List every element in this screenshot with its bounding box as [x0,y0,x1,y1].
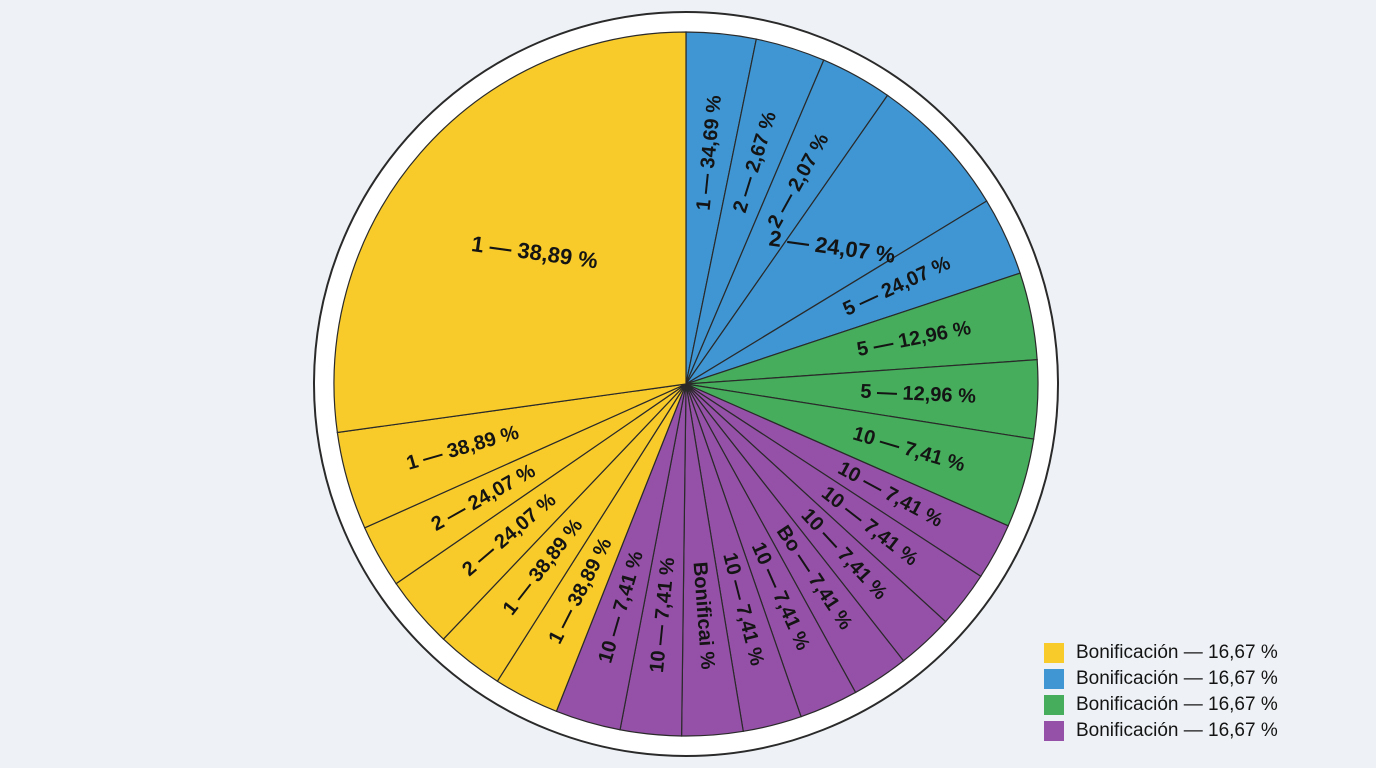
legend-swatch-purple [1044,721,1064,741]
pie-slice-23 [333,31,687,434]
legend-item-green: Bonificación — 16,67 % [1044,692,1344,718]
pie-slices [333,31,1039,737]
pie-slice-4 [685,94,988,385]
legend-item-purple: Bonificación — 16,67 % [1044,718,1344,744]
legend-swatch-green [1044,695,1064,715]
legend-label: Bonificación — 16,67 % [1076,720,1278,741]
legend-label: Bonificación — 16,67 % [1076,642,1278,663]
pie-slice-label-7: 5 — 12,96 % [860,381,977,408]
legend: Bonificación — 16,67 % Bonificación — 16… [1044,640,1344,744]
legend-item-yellow: Bonificación — 16,67 % [1044,640,1344,666]
legend-label: Bonificación — 16,67 % [1076,668,1278,689]
legend-label: Bonificación — 16,67 % [1076,694,1278,715]
legend-item-blue: Bonificación — 16,67 % [1044,666,1344,692]
legend-swatch-blue [1044,669,1064,689]
legend-swatch-yellow [1044,643,1064,663]
